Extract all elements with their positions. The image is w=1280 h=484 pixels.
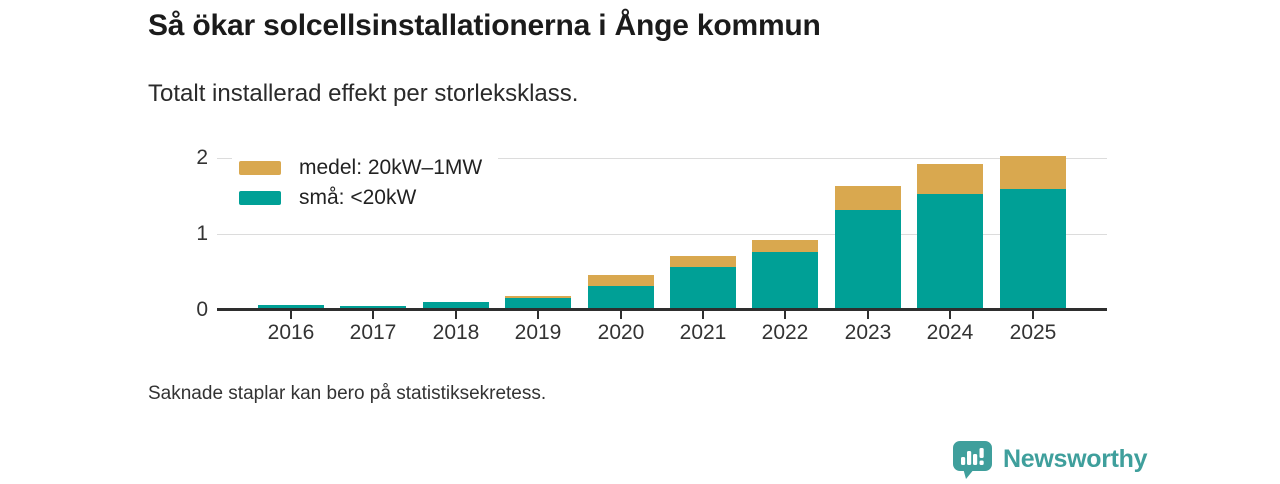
x-axis-label-2025: 2025: [1009, 321, 1057, 344]
bar-group-2023: [835, 186, 901, 310]
bar-segment-sma-2025: [1000, 189, 1066, 310]
legend-label-medel: medel: 20kW–1MW: [299, 155, 483, 179]
gridline-y1: [217, 234, 1107, 235]
bar-segment-medel-2024: [917, 164, 983, 194]
bar-group-2025: [1000, 156, 1066, 310]
x-axis-label-2016: 2016: [267, 321, 315, 344]
x-axis-line: [217, 308, 1107, 311]
bar-segment-sma-2022: [752, 252, 818, 310]
bar-segment-sma-2016: [258, 305, 324, 310]
chart-footnote: Saknade staplar kan bero på statistiksek…: [148, 383, 547, 404]
bar-segment-medel-2025: [1000, 156, 1066, 189]
bar-group-2020: [588, 275, 654, 310]
bar-segment-medel-2022: [752, 240, 818, 252]
bar-segment-sma-2024: [917, 194, 983, 310]
x-axis-label-2020: 2020: [597, 321, 645, 344]
y-axis-label-0: 0: [196, 298, 208, 321]
x-axis-label-2022: 2022: [761, 321, 809, 344]
legend-label-sma: små: <20kW: [299, 185, 417, 209]
x-axis-label-2018: 2018: [432, 321, 480, 344]
newsworthy-logo-icon: [953, 441, 994, 484]
legend-item-sma: små: <20kW: [239, 186, 482, 209]
chart-legend: medel: 20kW–1MW små: <20kW: [232, 150, 499, 215]
x-axis-label-2017: 2017: [349, 321, 397, 344]
chart-subtitle: Totalt installerad effekt per storlekskl…: [148, 80, 579, 107]
bar-group-2019: [505, 296, 571, 310]
gridline-y2: [217, 158, 1107, 159]
x-axis-tick-2020: [620, 311, 622, 319]
x-axis-label-2021: 2021: [679, 321, 727, 344]
x-axis-tick-2025: [1032, 311, 1034, 319]
x-axis-tick-2022: [784, 311, 786, 319]
x-axis-tick-2017: [372, 311, 374, 319]
chart-title: Så ökar solcellsinstallationerna i Ånge …: [148, 9, 821, 42]
bar-group-2016: [258, 305, 324, 310]
x-axis-tick-2016: [290, 311, 292, 319]
bar-segment-medel-2020: [588, 275, 654, 286]
legend-swatch-sma: [239, 190, 281, 205]
x-axis-tick-2018: [455, 311, 457, 319]
bar-segment-medel-2021: [670, 256, 736, 267]
x-axis-label-2024: 2024: [926, 321, 974, 344]
x-axis-tick-2019: [537, 311, 539, 319]
bar-segment-medel-2023: [835, 186, 901, 210]
bar-segment-medel-2019: [505, 296, 571, 298]
brand-name: Newsworthy: [1003, 445, 1148, 473]
bar-segment-sma-2021: [670, 267, 736, 310]
x-axis-tick-2021: [702, 311, 704, 319]
bar-group-2021: [670, 256, 736, 310]
bar-group-2018: [423, 302, 489, 310]
x-axis-label-2023: 2023: [844, 321, 892, 344]
bar-segment-sma-2020: [588, 286, 654, 310]
brand-logo-link[interactable]: Newsworthy: [953, 441, 1148, 484]
y-axis-label-1: 1: [196, 222, 208, 245]
bar-segment-sma-2018: [423, 302, 489, 310]
bar-segment-sma-2023: [835, 210, 901, 310]
x-axis-tick-2023: [867, 311, 869, 319]
bar-group-2022: [752, 240, 818, 310]
y-axis-label-2: 2: [196, 146, 208, 169]
x-axis-tick-2024: [949, 311, 951, 319]
legend-item-medel: medel: 20kW–1MW: [239, 156, 482, 179]
x-axis-label-2019: 2019: [514, 321, 562, 344]
bar-group-2024: [917, 164, 983, 310]
legend-swatch-medel: [239, 160, 281, 175]
bar-segment-sma-2019: [505, 298, 571, 310]
